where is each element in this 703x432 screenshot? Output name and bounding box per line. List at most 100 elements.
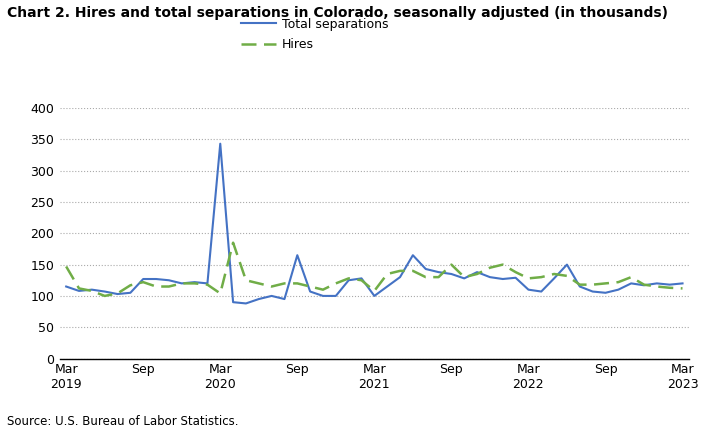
Total separations xyxy=(75,288,83,293)
Line: Total separations: Total separations xyxy=(66,144,683,303)
Total separations xyxy=(178,281,186,286)
Total separations xyxy=(88,287,96,292)
Hires xyxy=(280,281,289,286)
Text: Chart 2. Hires and total separations in Colorado, seasonally adjusted (in thousa: Chart 2. Hires and total separations in … xyxy=(7,6,668,20)
Hires xyxy=(422,275,430,280)
Hires xyxy=(318,287,327,292)
Hires xyxy=(293,281,302,286)
Hires xyxy=(537,275,546,280)
Hires xyxy=(588,282,597,287)
Hires xyxy=(447,262,456,267)
Total separations xyxy=(203,281,212,286)
Total separations xyxy=(576,284,584,289)
Total separations xyxy=(614,287,623,292)
Total separations xyxy=(293,253,302,258)
Total separations xyxy=(524,287,533,292)
Hires xyxy=(216,291,224,296)
Total separations xyxy=(62,284,70,289)
Hires xyxy=(191,281,199,286)
Hires xyxy=(332,281,340,286)
Hires xyxy=(62,264,70,269)
Hires xyxy=(370,288,378,293)
Hires xyxy=(101,293,109,299)
Line: Hires: Hires xyxy=(66,243,683,296)
Total separations xyxy=(408,253,417,258)
Total separations xyxy=(370,293,378,299)
Hires xyxy=(357,278,366,283)
Hires xyxy=(460,275,468,280)
Total separations xyxy=(396,275,404,280)
Total separations xyxy=(640,283,648,288)
Total separations xyxy=(588,289,597,294)
Total separations xyxy=(165,278,173,283)
Total separations xyxy=(537,289,546,294)
Total separations xyxy=(139,276,148,282)
Hires xyxy=(473,271,482,276)
Hires xyxy=(524,276,533,281)
Hires xyxy=(139,280,148,285)
Total separations xyxy=(280,296,289,302)
Total separations xyxy=(229,300,238,305)
Hires xyxy=(486,265,494,270)
Total separations xyxy=(601,290,610,295)
Hires xyxy=(434,275,443,280)
Hires xyxy=(75,286,83,291)
Total separations xyxy=(498,276,507,282)
Total separations xyxy=(511,275,520,280)
Total separations xyxy=(242,301,250,306)
Hires xyxy=(178,281,186,286)
Total separations xyxy=(191,280,199,285)
Total separations xyxy=(666,282,674,287)
Hires xyxy=(344,276,353,281)
Hires xyxy=(640,282,648,287)
Total separations xyxy=(152,276,160,282)
Total separations xyxy=(652,281,661,286)
Total separations xyxy=(422,267,430,272)
Hires xyxy=(383,271,392,276)
Hires xyxy=(254,281,263,286)
Hires xyxy=(306,284,314,289)
Total separations xyxy=(318,293,327,299)
Total separations xyxy=(486,275,494,280)
Hires xyxy=(152,284,160,289)
Hires xyxy=(229,240,238,245)
Hires xyxy=(614,280,623,285)
Hires xyxy=(562,273,571,279)
Hires xyxy=(601,281,610,286)
Hires xyxy=(126,283,134,288)
Total separations xyxy=(562,262,571,267)
Hires xyxy=(666,285,674,290)
Legend: Total separations, Hires: Total separations, Hires xyxy=(236,13,394,56)
Total separations xyxy=(306,289,314,294)
Hires xyxy=(408,268,417,273)
Hires xyxy=(267,284,276,289)
Hires xyxy=(511,270,520,275)
Total separations xyxy=(113,292,122,297)
Total separations xyxy=(460,276,468,281)
Hires xyxy=(498,262,507,267)
Total separations xyxy=(550,276,558,281)
Hires xyxy=(678,286,687,291)
Total separations xyxy=(627,281,636,286)
Total separations xyxy=(332,293,340,299)
Hires xyxy=(88,288,96,293)
Total separations xyxy=(473,270,482,275)
Total separations xyxy=(216,141,224,146)
Hires xyxy=(396,268,404,273)
Total separations xyxy=(678,281,687,286)
Total separations xyxy=(254,296,263,302)
Total separations xyxy=(267,293,276,299)
Total separations xyxy=(101,289,109,294)
Total separations xyxy=(344,278,353,283)
Total separations xyxy=(357,276,366,281)
Hires xyxy=(550,271,558,276)
Total separations xyxy=(383,284,392,289)
Text: Source: U.S. Bureau of Labor Statistics.: Source: U.S. Bureau of Labor Statistics. xyxy=(7,415,238,428)
Hires xyxy=(627,275,636,280)
Total separations xyxy=(126,290,134,295)
Hires xyxy=(165,284,173,289)
Hires xyxy=(242,278,250,283)
Total separations xyxy=(434,270,443,275)
Hires xyxy=(113,291,122,296)
Hires xyxy=(652,284,661,289)
